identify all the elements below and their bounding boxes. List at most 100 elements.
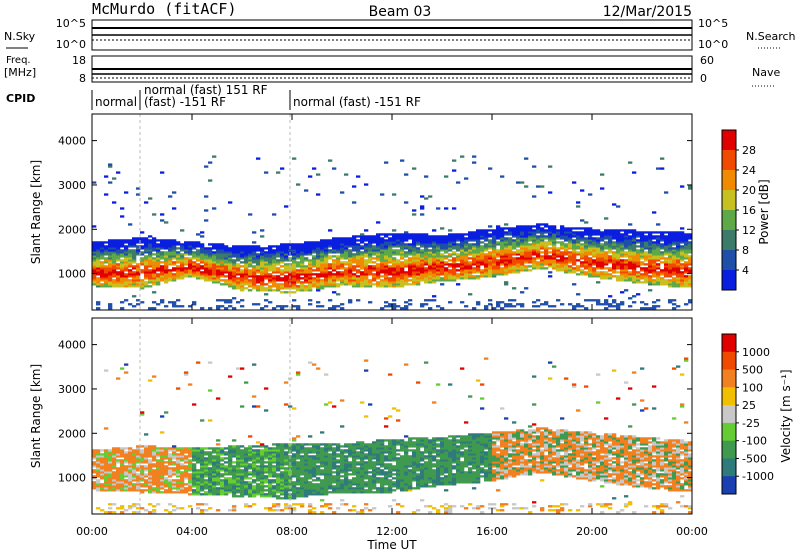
power-echo-cell (224, 247, 229, 250)
power-echo-cell (244, 263, 249, 266)
power-echo-cell (472, 269, 477, 272)
power-echo-cell (368, 253, 373, 256)
power-echo-cell (152, 271, 157, 274)
power-echo-cell (216, 265, 221, 268)
power-echo-cell (252, 279, 257, 282)
power-echo-cell (312, 251, 317, 254)
velocity-echo-cell (200, 479, 205, 482)
power-echo-cell (308, 265, 313, 268)
velocity-echo-cell (176, 475, 181, 478)
velocity-echo-cell (148, 487, 153, 490)
power-echo-cell (624, 273, 629, 276)
velocity-echo-cell (256, 445, 261, 448)
velocity-echo-cell (140, 475, 145, 478)
power-echo-cell (428, 241, 433, 244)
velocity-echo-cell (272, 453, 277, 456)
power-echo-cell (240, 283, 245, 286)
power-echo-cell (664, 283, 669, 286)
velocity-echo-cell (136, 467, 141, 470)
power-echo-cell (448, 255, 453, 258)
power-echo-cell (644, 243, 649, 246)
power-echo-cell (476, 231, 481, 234)
power-echo-cell (564, 257, 569, 260)
power-echo-cell (212, 279, 217, 282)
velocity-echo-cell (184, 469, 189, 472)
power-echo-cell (380, 267, 385, 270)
velocity-echo-cell (196, 479, 201, 482)
power-echo-cell (672, 277, 677, 280)
power-echo-cell (160, 257, 165, 260)
velocity-echo-cell (264, 495, 269, 498)
power-echo-cell (552, 225, 557, 228)
power-echo-cell (480, 229, 485, 232)
velocity-echo-cell (212, 493, 217, 496)
power-echo-cell (636, 265, 641, 268)
velocity-echo-cell (256, 485, 261, 488)
power-echo-cell (100, 257, 105, 260)
power-echo-cell (472, 277, 477, 280)
velocity-echo-cell (220, 449, 225, 452)
power-echo-cell (652, 253, 657, 256)
power-echo-cell (640, 235, 645, 238)
power-echo-cell (108, 245, 113, 248)
power-echo-cell (256, 259, 261, 262)
velocity-echo-cell (172, 481, 177, 484)
power-echo-cell (508, 255, 513, 258)
velocity-echo-cell (196, 455, 201, 458)
power-echo-cell (536, 245, 541, 248)
power-echo-cell (108, 265, 113, 268)
power-echo-cell (260, 279, 265, 282)
power-echo-cell (120, 275, 125, 278)
velocity-echo-cell (160, 471, 165, 474)
power-echo-cell (632, 267, 637, 270)
velocity-echo-cell (204, 509, 209, 512)
velocity-echo-cell (96, 471, 101, 474)
power-echo-cell (532, 239, 537, 242)
velocity-echo-cell (204, 491, 209, 494)
power-echo-cell (384, 269, 389, 272)
power-echo-cell (116, 275, 121, 278)
power-echo-cell (364, 243, 369, 246)
power-echo-cell (208, 273, 213, 276)
power-echo-cell (172, 267, 177, 270)
velocity-echo-cell (192, 465, 197, 468)
power-echo-cell (540, 233, 545, 236)
power-echo-cell (128, 265, 133, 268)
power-echo-cell (448, 233, 453, 236)
power-echo-cell (364, 279, 369, 282)
power-echo-cell (496, 267, 501, 270)
power-echo-cell (488, 245, 493, 248)
velocity-echo-cell (160, 491, 165, 494)
power-echo-cell (264, 261, 269, 264)
power-echo-cell (568, 269, 573, 272)
velocity-echo-cell (156, 463, 161, 466)
power-echo-cell (236, 279, 241, 282)
power-echo-cell (228, 285, 233, 288)
velocity-echo-cell (232, 453, 237, 456)
velocity-echo-cell (236, 463, 241, 466)
power-echo-cell (536, 299, 541, 302)
power-echo-cell (668, 253, 673, 256)
power-echo-cell (432, 237, 437, 240)
power-echo-cell (308, 289, 313, 292)
velocity-echo-cell (244, 461, 249, 464)
power-echo-cell (536, 241, 541, 244)
velocity-echo-cell (296, 457, 301, 460)
power-echo-cell (292, 275, 297, 278)
power-echo-cell (572, 233, 577, 236)
velocity-echo-cell (272, 503, 277, 506)
velocity-echo-cell (104, 463, 109, 466)
power-echo-cell (228, 277, 233, 280)
power-echo-cell (164, 261, 169, 264)
power-echo-cell (452, 237, 457, 240)
power-echo-cell (448, 239, 453, 242)
velocity-echo-cell (164, 455, 169, 458)
velocity-echo-cell (92, 483, 97, 486)
power-echo-cell (552, 267, 557, 270)
power-echo-cell (328, 271, 333, 274)
power-echo-cell (292, 281, 297, 284)
power-echo-cell (276, 255, 281, 258)
power-echo-cell (520, 261, 525, 264)
velocity-echo-cell (180, 487, 185, 490)
velocity-echo-cell (104, 473, 109, 476)
